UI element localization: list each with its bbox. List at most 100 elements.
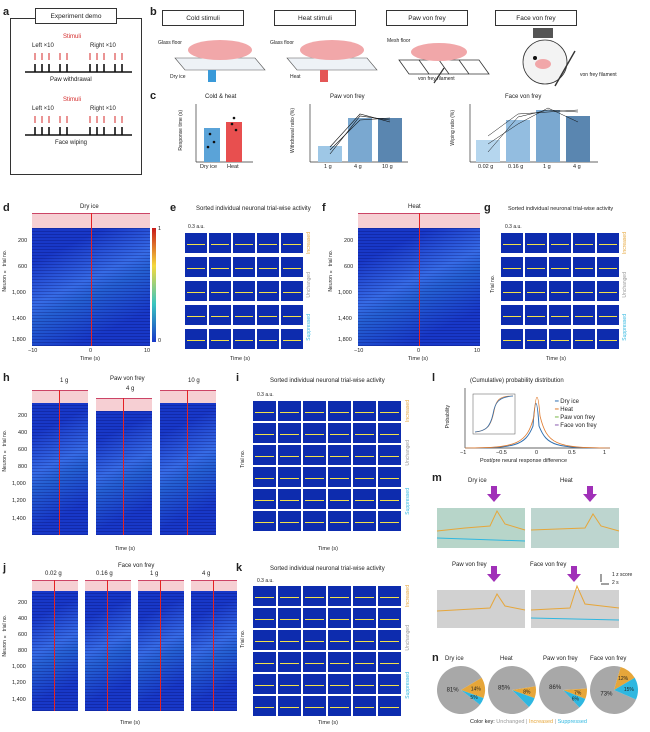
c2-bar-4g — [348, 118, 372, 162]
h-sub-1: 4 g — [126, 386, 135, 392]
pie-0-slice-2 — [461, 690, 484, 705]
pie-3-label-0: 73% — [600, 692, 613, 698]
k-group-increased: Increased — [405, 585, 411, 607]
g-group-unchanged: Unchanged — [622, 272, 628, 298]
c1-cat-1: Heat — [227, 164, 239, 170]
h-ytick-6: 1,400 — [12, 516, 26, 522]
c3-cat-3: 4 g — [573, 164, 581, 170]
d-ytick-1: 600 — [18, 264, 28, 270]
g-group-increased: Increased — [622, 232, 628, 254]
h-ytick-1: 400 — [18, 430, 28, 436]
pie-0-label-2: 5% — [470, 695, 478, 701]
pie-3-slice-2 — [614, 677, 638, 700]
e-group-unchanged: Unchanged — [306, 272, 312, 298]
m-title-3: Face von frey — [530, 562, 567, 568]
d-cbar-min: 0 — [158, 338, 162, 344]
pie-3-label-2: 15% — [624, 687, 635, 693]
panel-label-f: f — [322, 202, 326, 214]
l-legend-paw: ━ Paw von frey — [555, 415, 595, 421]
d-title: Dry ice — [80, 204, 99, 210]
c2-title: Paw von frey — [330, 94, 365, 100]
pie-0-slice-1 — [461, 677, 485, 699]
f-xtick-2: 10 — [474, 348, 481, 354]
stimuli-label-1: Stimuli — [63, 34, 82, 40]
pie-2-slice-1 — [563, 688, 587, 699]
m-scalebar — [600, 574, 609, 585]
j-ytick-6: 1,400 — [12, 697, 26, 703]
h-title: Paw von frey — [110, 376, 145, 382]
h-ytick-4: 1,000 — [12, 481, 26, 487]
panel-label-b: b — [150, 6, 157, 18]
f-stim-line — [419, 213, 421, 346]
n-key-unchanged: Unchanged — [496, 719, 525, 725]
c3-cat-1: 0.16 g — [508, 164, 524, 170]
j-stim-line-2 — [160, 580, 162, 711]
d-cbar-max: 1 — [158, 226, 162, 232]
c2-bar-chart — [309, 104, 408, 163]
pie-2-slice-2 — [563, 690, 586, 708]
heat-glass-floor-note: Glass floor — [270, 40, 294, 46]
stimuli-label-2: Stimuli — [63, 97, 82, 103]
i-xlabel: Time (s) — [318, 546, 338, 552]
f-ytick-2: 1,000 — [338, 290, 352, 296]
k-xlabel: Time (s) — [318, 720, 338, 726]
n-title-2: Paw von frey — [543, 656, 578, 662]
left-x10-label-1: Left ×10 — [32, 43, 54, 49]
paw-filament-note: von frey filament — [418, 76, 455, 82]
c3-bar-1 — [506, 120, 530, 162]
pie-2-slice-0 — [539, 666, 587, 714]
d-xtick-1: 0 — [89, 348, 93, 354]
i-ylabel: Trial no. — [240, 450, 246, 468]
m-scale-time: 2 s — [612, 580, 619, 586]
c2-ylabel: Withdrawal ratio (%) — [290, 108, 296, 154]
c1-bar-dry-ice — [204, 128, 220, 162]
pie-1-label-0: 85% — [498, 685, 511, 691]
pie-0-slice-0 — [437, 666, 482, 714]
i-group-unchanged: Unchanged — [405, 440, 411, 466]
f-ylabel: Neuron × trial no. — [328, 250, 334, 292]
dry-ice-note: Dry ice — [170, 74, 186, 80]
h-stim-line-0 — [59, 390, 61, 535]
j-xlabel: Time (s) — [120, 720, 140, 726]
g-tile-grid — [500, 232, 620, 350]
l-xtick-0: −1 — [460, 450, 467, 456]
d-ylabel: Neuron × trial no. — [2, 250, 8, 292]
m-arrow-icons — [487, 486, 597, 582]
j-ytick-4: 1,000 — [12, 664, 26, 670]
c3-cat-2: 1 g — [543, 164, 551, 170]
h-ytick-3: 800 — [18, 464, 28, 470]
h-stim-line-1 — [123, 398, 125, 535]
panel-label-c: c — [150, 90, 157, 102]
f-ytick-3: 1,400 — [338, 316, 352, 322]
n-key-increased: Increased — [528, 719, 554, 725]
paw-von-frey-illustration — [398, 43, 490, 84]
l-xtick-4: 1 — [603, 450, 607, 456]
panel-label-e: e — [170, 202, 177, 214]
c3-title: Face von frey — [505, 94, 542, 100]
pie-2-label-2: 6% — [572, 696, 580, 702]
paw-withdrawal-timeline — [25, 53, 132, 73]
m-title-0: Dry ice — [468, 478, 487, 484]
g-ylabel: Trial no. — [490, 275, 496, 293]
face-wiping-timeline — [25, 116, 132, 136]
m-title-1: Heat — [560, 478, 573, 484]
l-xlabel: Post/pre neural response difference — [480, 458, 568, 464]
c3-bar-3 — [566, 116, 590, 162]
k-group-unchanged: Unchanged — [405, 625, 411, 651]
left-x10-label-2: Left ×10 — [32, 106, 54, 112]
m-scale-zscore: 1 z score — [612, 572, 633, 578]
l-xtick-3: 0.5 — [568, 450, 576, 456]
n-title-0: Dry ice — [445, 656, 464, 662]
h-sub-2: 10 g — [188, 378, 200, 384]
f-xtick-1: 0 — [417, 348, 421, 354]
panel-label-j: j — [3, 562, 7, 574]
f-title: Heat — [408, 204, 421, 210]
h-ytick-2: 600 — [18, 447, 28, 453]
face-von-frey-illustration — [522, 28, 576, 87]
d-xtick-2: 10 — [144, 348, 151, 354]
box-cold-stimuli: Cold stimuli — [162, 10, 244, 26]
k-ylabel: Trial no. — [240, 630, 246, 648]
c3-bar-0 — [476, 140, 500, 162]
c2-cat-2: 10 g — [382, 164, 393, 170]
n-pie-charts: 81% 14% 5% 85% 8% 86% 7%6% 73% 12% 15% — [437, 666, 638, 714]
